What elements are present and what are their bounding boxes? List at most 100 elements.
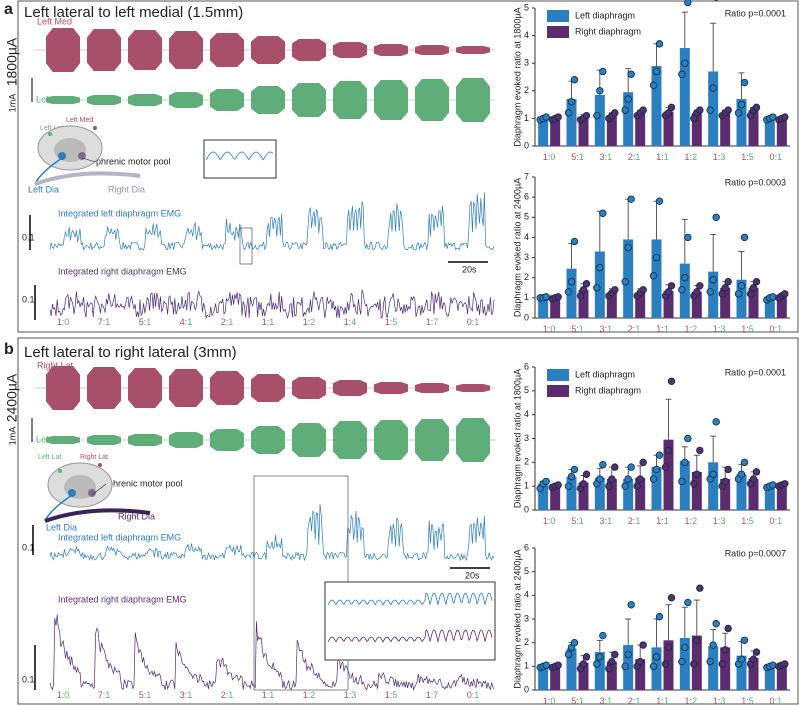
ratio-part: 1 bbox=[607, 516, 612, 526]
y-tick-label: 7 bbox=[524, 171, 529, 181]
data-point bbox=[554, 113, 562, 121]
ratio-part: 1 bbox=[713, 152, 718, 162]
ratio-part: 1 bbox=[635, 152, 640, 162]
x-tick-label: 3:1 bbox=[600, 324, 613, 334]
ratio-part: : bbox=[431, 690, 434, 700]
stimulus-shape bbox=[128, 94, 162, 106]
data-point bbox=[718, 290, 726, 298]
ratio-label: 1:1 bbox=[262, 317, 275, 327]
data-point bbox=[667, 377, 676, 385]
y-tick-label: 1 bbox=[524, 661, 529, 671]
data-point bbox=[570, 638, 579, 647]
y-tick-label: 5 bbox=[524, 2, 529, 12]
bar bbox=[720, 647, 731, 690]
ratio-part: : bbox=[226, 690, 229, 700]
ratio-label: 1:5 bbox=[385, 690, 398, 700]
y-tick-label: 4 bbox=[524, 590, 529, 600]
ratio-part: 1 bbox=[385, 317, 390, 327]
data-point bbox=[652, 465, 661, 474]
data-point bbox=[769, 293, 777, 301]
schematic-label: Left Med bbox=[66, 117, 93, 124]
data-point bbox=[605, 665, 613, 673]
ratio-part: 5 bbox=[749, 324, 754, 334]
motor-pool bbox=[68, 489, 76, 497]
stimulus-shape bbox=[374, 420, 408, 460]
x-tick-label: 1:3 bbox=[713, 696, 726, 705]
data-point bbox=[781, 290, 789, 298]
ratio-part: : bbox=[144, 317, 147, 327]
scale-label: 1mA bbox=[7, 427, 17, 446]
data-point bbox=[652, 67, 661, 76]
data-point bbox=[752, 648, 761, 656]
ratio-part: : bbox=[746, 516, 749, 526]
x-tick-label: 1:5 bbox=[741, 696, 754, 705]
bar bbox=[635, 477, 646, 510]
bar bbox=[606, 292, 617, 318]
x-tick-label: 1:1 bbox=[656, 516, 669, 526]
inset-trace bbox=[327, 629, 493, 643]
emg-trace bbox=[49, 504, 495, 562]
ratio-part: 5 bbox=[749, 152, 754, 162]
ratio-part: : bbox=[548, 516, 551, 526]
bar bbox=[776, 295, 787, 318]
bar bbox=[606, 115, 617, 146]
ratio-part: : bbox=[633, 152, 636, 162]
ratio-part: 1 bbox=[57, 690, 62, 700]
electrode bbox=[58, 469, 62, 473]
x-tick-label: 2:1 bbox=[628, 696, 641, 705]
ratio-part: : bbox=[775, 516, 778, 526]
stimulus-shape bbox=[46, 28, 80, 72]
ratio-part: 3 bbox=[600, 516, 605, 526]
stimulus-shape bbox=[456, 384, 490, 392]
bar bbox=[623, 479, 634, 510]
ratio-part: : bbox=[267, 690, 270, 700]
ratio-part: : bbox=[690, 324, 693, 334]
electrode bbox=[93, 126, 97, 130]
ratio-part: 0 bbox=[550, 516, 555, 526]
ratio-part: 1 bbox=[607, 152, 612, 162]
ratio-part: 1 bbox=[664, 152, 669, 162]
y-tick-label: 1 bbox=[524, 292, 529, 302]
ratio-part: 1 bbox=[474, 317, 479, 327]
bar bbox=[663, 290, 674, 318]
x-tick-label: 5:1 bbox=[571, 696, 584, 705]
data-point bbox=[740, 458, 749, 467]
ratio-part: 2 bbox=[628, 516, 633, 526]
data-point bbox=[667, 282, 676, 290]
data-point bbox=[621, 482, 629, 490]
bar bbox=[651, 239, 662, 318]
stimulus-shape bbox=[169, 92, 203, 108]
x-tick-label: 1:0 bbox=[543, 696, 556, 705]
data-point bbox=[655, 451, 664, 459]
stimulus-shape bbox=[128, 434, 162, 446]
data-point bbox=[690, 114, 698, 123]
stimulus-shape bbox=[251, 86, 285, 114]
ratio-part: : bbox=[548, 696, 551, 705]
data-point bbox=[567, 472, 576, 481]
time-scale: 20s bbox=[462, 264, 477, 274]
stimulus-shape bbox=[210, 371, 244, 405]
trace-scale: 0.1 bbox=[22, 294, 35, 304]
stimulus-shape bbox=[456, 78, 490, 122]
bar bbox=[691, 471, 702, 510]
stimulus-shape bbox=[333, 421, 367, 459]
bar bbox=[635, 292, 646, 318]
data-point bbox=[781, 660, 789, 668]
data-point bbox=[740, 78, 749, 87]
x-tick-label: 1:3 bbox=[713, 324, 726, 334]
stimulus-shape bbox=[46, 96, 80, 104]
bar bbox=[550, 666, 561, 690]
stimulus-shape bbox=[46, 436, 80, 444]
bar bbox=[538, 666, 549, 690]
schematic-label: Left Dia bbox=[46, 522, 77, 532]
stimulus-shape bbox=[292, 423, 326, 457]
ratio-part: 1 bbox=[664, 516, 669, 526]
bar bbox=[578, 289, 589, 318]
trace-scale: 0.1 bbox=[22, 674, 35, 684]
ratio-part: : bbox=[548, 152, 551, 162]
stimulus-shape bbox=[210, 89, 244, 111]
data-point bbox=[769, 113, 777, 121]
stimulus-shape bbox=[456, 418, 490, 462]
bar bbox=[623, 92, 634, 146]
